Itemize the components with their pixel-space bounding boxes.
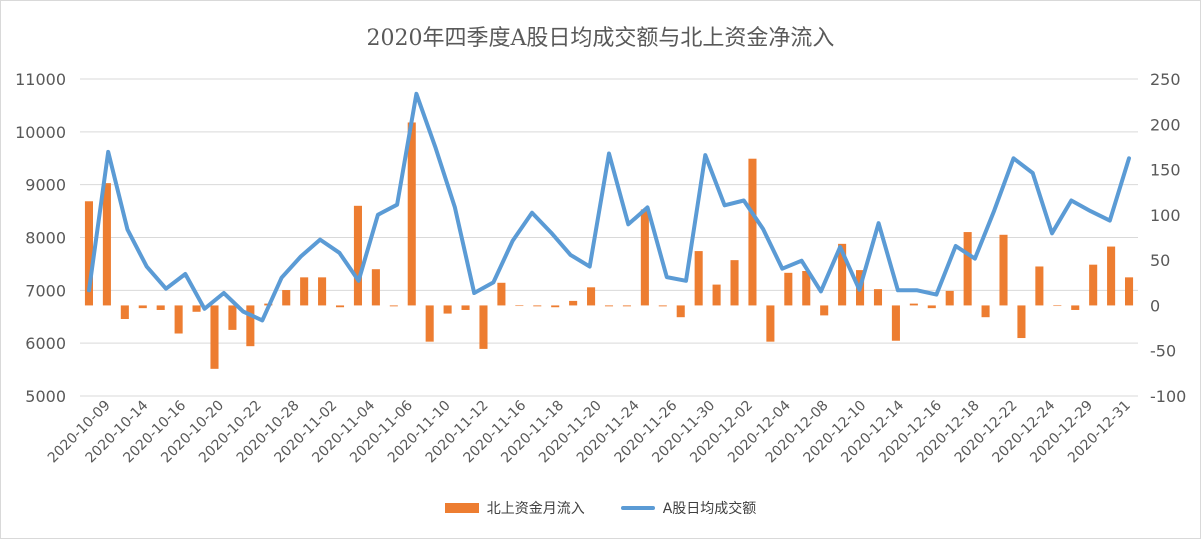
legend-swatch-line xyxy=(620,506,655,510)
bar-northbound-inflow xyxy=(300,277,309,306)
bar-northbound-inflow xyxy=(497,282,506,306)
chart-legend: 北上资金月流入 A股日均成交额 xyxy=(0,498,1201,518)
y-left-tick-label: 5000 xyxy=(25,387,66,406)
legend-label-line: A股日均成交额 xyxy=(662,501,757,517)
y-left-tick-label: 11000 xyxy=(15,70,66,89)
bar-northbound-inflow xyxy=(461,305,470,310)
bar-northbound-inflow xyxy=(676,305,685,318)
legend-label-bar: 北上资金月流入 xyxy=(486,501,585,517)
bar-northbound-inflow xyxy=(210,305,219,369)
bar-northbound-inflow xyxy=(353,205,362,306)
bar-northbound-inflow xyxy=(587,287,596,306)
y-right-tick-label: -100 xyxy=(1150,387,1186,406)
bar-northbound-inflow xyxy=(1053,305,1062,307)
y-left-tick-label: 8000 xyxy=(25,229,66,248)
line-a-share-turnover xyxy=(87,91,1131,323)
bar-northbound-inflow xyxy=(156,305,165,310)
bar-northbound-inflow xyxy=(802,271,811,306)
bar-northbound-inflow xyxy=(335,305,345,308)
bar-northbound-inflow xyxy=(533,305,542,307)
bar-northbound-inflow xyxy=(407,122,416,306)
bar-northbound-inflow xyxy=(622,305,631,307)
bar-northbound-inflow xyxy=(927,305,936,309)
chart-title: 2020年四季度A股日均成交额与北上资金净流入 xyxy=(366,26,835,51)
y-right-tick-label: 0 xyxy=(1150,296,1160,315)
legend-item-line: A股日均成交额 xyxy=(620,498,757,518)
bar-northbound-inflow xyxy=(1124,277,1134,306)
bar-northbound-inflow xyxy=(604,305,614,307)
y-left-tick-label: 6000 xyxy=(25,334,66,353)
bar-northbound-inflow xyxy=(784,272,793,306)
legend-swatch-bar xyxy=(444,503,479,513)
bar-northbound-inflow xyxy=(945,290,954,306)
bar-northbound-inflow xyxy=(479,305,488,349)
bar-northbound-inflow xyxy=(838,243,847,306)
bar-northbound-inflow xyxy=(443,305,452,314)
y-right-tick-label: 250 xyxy=(1150,70,1181,89)
y-right-tick-label: 200 xyxy=(1150,115,1181,134)
legend-item-bar: 北上资金月流入 xyxy=(444,498,585,518)
y-left-tick-label: 9000 xyxy=(25,176,66,195)
bar-northbound-inflow xyxy=(228,305,237,330)
bar-northbound-inflow xyxy=(84,201,94,306)
bar-northbound-inflow xyxy=(425,305,434,342)
bar-northbound-inflow xyxy=(318,277,327,306)
y-left-tick-label: 10000 xyxy=(15,123,66,142)
bar-northbound-inflow xyxy=(1071,305,1080,310)
bar-northbound-inflow xyxy=(999,234,1008,306)
y-left-tick-label: 7000 xyxy=(25,281,66,300)
bar-northbound-inflow xyxy=(963,232,972,306)
bar-northbound-inflow xyxy=(102,183,111,306)
bar-northbound-inflow xyxy=(192,305,201,312)
bar-northbound-inflow xyxy=(515,305,524,307)
y-right-tick-label: 150 xyxy=(1150,161,1181,180)
bar-northbound-inflow xyxy=(694,251,703,306)
bar-northbound-inflow xyxy=(389,305,398,307)
bar-northbound-inflow xyxy=(1089,264,1098,306)
bar-northbound-inflow xyxy=(873,289,883,306)
bar-northbound-inflow xyxy=(551,305,560,308)
y-right-tick-label: 50 xyxy=(1150,251,1170,270)
bar-northbound-inflow xyxy=(658,305,667,307)
bar-northbound-inflow xyxy=(981,305,990,318)
bar-northbound-inflow xyxy=(909,303,918,306)
bar-northbound-inflow xyxy=(820,305,829,316)
bar-northbound-inflow xyxy=(174,305,183,334)
bar-northbound-inflow xyxy=(891,305,900,341)
bar-northbound-inflow xyxy=(246,305,255,347)
y-right-tick-label: 100 xyxy=(1150,206,1181,225)
bar-northbound-inflow xyxy=(120,305,129,320)
bar-northbound-inflow xyxy=(766,305,775,342)
bar-northbound-inflow xyxy=(1035,266,1044,306)
bar-northbound-inflow xyxy=(1017,305,1026,339)
bar-northbound-inflow xyxy=(569,300,578,306)
bar-northbound-inflow xyxy=(1107,246,1116,306)
bar-northbound-inflow xyxy=(282,290,291,306)
bar-northbound-inflow xyxy=(138,305,147,309)
bar-northbound-inflow xyxy=(712,284,721,306)
bar-northbound-inflow xyxy=(640,209,649,306)
bar-northbound-inflow xyxy=(371,269,380,306)
bar-northbound-inflow xyxy=(730,260,739,306)
y-right-tick-label: -50 xyxy=(1150,342,1176,361)
bar-northbound-inflow xyxy=(748,158,757,306)
